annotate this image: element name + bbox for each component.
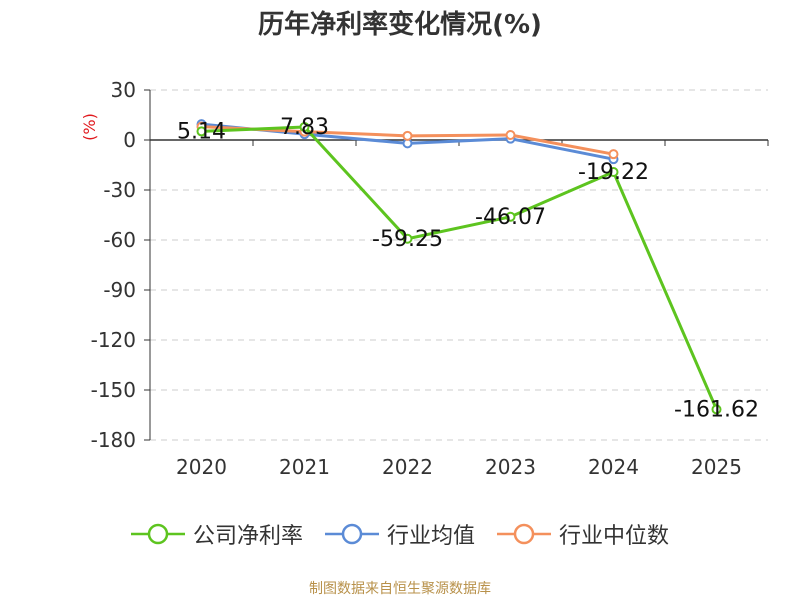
data-label: 5.14 bbox=[177, 119, 226, 144]
data-label: -46.07 bbox=[475, 205, 546, 230]
y-tick-label: -180 bbox=[91, 428, 136, 452]
data-label: -19.22 bbox=[578, 160, 649, 185]
legend-item-industry-avg[interactable]: 行业均值 bbox=[324, 518, 475, 550]
data-label: 7.83 bbox=[280, 115, 329, 140]
data-point-company bbox=[505, 211, 516, 222]
x-tick-label: 2025 bbox=[691, 455, 742, 479]
source-note: 制图数据来自恒生聚源数据库 bbox=[309, 581, 491, 597]
y-tick-label: -60 bbox=[103, 228, 136, 252]
y-tick-label: -120 bbox=[91, 328, 136, 352]
series-line-company bbox=[201, 125, 718, 410]
x-tick-label: 2023 bbox=[485, 455, 536, 479]
data-point-company bbox=[402, 233, 413, 244]
y-tick-label: -30 bbox=[103, 178, 136, 202]
data-point-industry_median bbox=[505, 130, 516, 140]
data-point-industry_median bbox=[402, 130, 413, 141]
y-tick-label: 30 bbox=[111, 78, 136, 102]
legend: 公司净利率 行业均值 行业中位数 bbox=[0, 518, 800, 550]
legend-item-company[interactable]: 公司净利率 bbox=[130, 518, 303, 550]
data-point-company bbox=[299, 121, 310, 132]
data-point-company bbox=[608, 167, 619, 178]
data-label: -161.62 bbox=[674, 397, 759, 422]
data-label: -59.25 bbox=[372, 227, 443, 252]
legend-line-circle-icon bbox=[130, 523, 185, 545]
legend-label-industry-median: 行业中位数 bbox=[559, 524, 670, 549]
x-tick-label: 2021 bbox=[279, 455, 330, 479]
chart-title: 历年净利率变化情况(%) bbox=[258, 10, 542, 40]
x-tick-label: 2022 bbox=[382, 455, 433, 479]
y-axis-unit-label: (%) bbox=[80, 113, 99, 141]
legend-label-company: 公司净利率 bbox=[192, 524, 303, 549]
legend-line-circle-icon bbox=[324, 523, 379, 545]
x-tick-label: 2024 bbox=[588, 455, 639, 479]
data-point-industry_median bbox=[608, 149, 619, 160]
y-tick-label: -90 bbox=[103, 278, 136, 302]
y-tick-label: 0 bbox=[123, 128, 136, 152]
legend-label-industry-avg: 行业均值 bbox=[386, 524, 475, 549]
legend-item-industry-median[interactable]: 行业中位数 bbox=[497, 518, 669, 550]
y-tick-label: -150 bbox=[91, 378, 136, 402]
data-point-company bbox=[711, 404, 722, 415]
legend-line-circle-icon bbox=[497, 523, 551, 545]
data-point-company bbox=[196, 126, 207, 137]
x-tick-label: 2020 bbox=[176, 455, 227, 479]
